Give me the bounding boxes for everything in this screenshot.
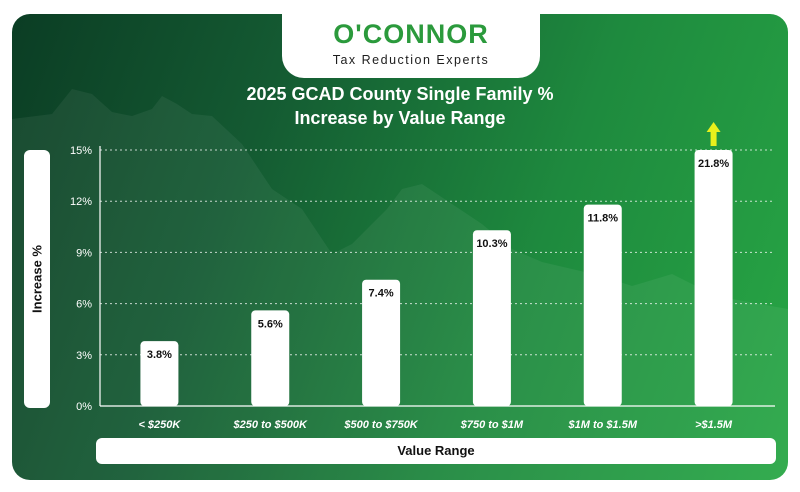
x-tick-label: >$1.5M: [695, 419, 733, 431]
x-tick-label: < $250K: [138, 419, 181, 431]
bar: [251, 310, 290, 406]
y-axis-label-box: [24, 150, 50, 408]
bar-value-label: 5.6%: [258, 318, 283, 330]
x-tick-label: $750 to $1M: [460, 419, 524, 431]
x-axis-label-box: [96, 438, 776, 464]
x-tick-label: $500 to $750K: [343, 419, 418, 431]
y-tick-label: 0%: [76, 401, 92, 413]
bar-value-label: 10.3%: [476, 238, 507, 250]
chart-title-line-1: 2025 GCAD County Single Family %: [246, 84, 554, 104]
bar: [472, 230, 511, 406]
bar: [140, 341, 179, 406]
bar: [694, 150, 733, 406]
chart-title-line-2: Increase by Value Range: [294, 108, 506, 128]
x-tick-label: $250 to $500K: [233, 419, 308, 431]
y-tick-label: 6%: [76, 299, 92, 311]
bar-value-label: 7.4%: [369, 288, 394, 300]
chart-title: 2025 GCAD County Single Family % Increas…: [150, 82, 650, 130]
bar-value-label: 3.8%: [147, 349, 172, 361]
brand-logo: O'CONNOR: [333, 19, 489, 49]
y-tick-label: 9%: [76, 247, 92, 259]
brand-tagline: Tax Reduction Experts: [332, 53, 490, 67]
overflow-arrow-icon: [706, 122, 721, 146]
bar-value-label: 11.8%: [587, 213, 618, 225]
bar: [583, 204, 622, 406]
x-tick-label: $1M to $1.5M: [568, 419, 638, 431]
x-axis-label: Value Range: [397, 443, 475, 458]
y-tick-label: 15%: [70, 145, 92, 157]
bar-value-label: 21.8%: [698, 158, 729, 170]
y-tick-label: 3%: [76, 350, 92, 362]
logo-tab: O'CONNOR Tax Reduction Experts: [282, 14, 540, 78]
bar: [362, 279, 401, 406]
y-tick-label: 12%: [70, 196, 92, 208]
